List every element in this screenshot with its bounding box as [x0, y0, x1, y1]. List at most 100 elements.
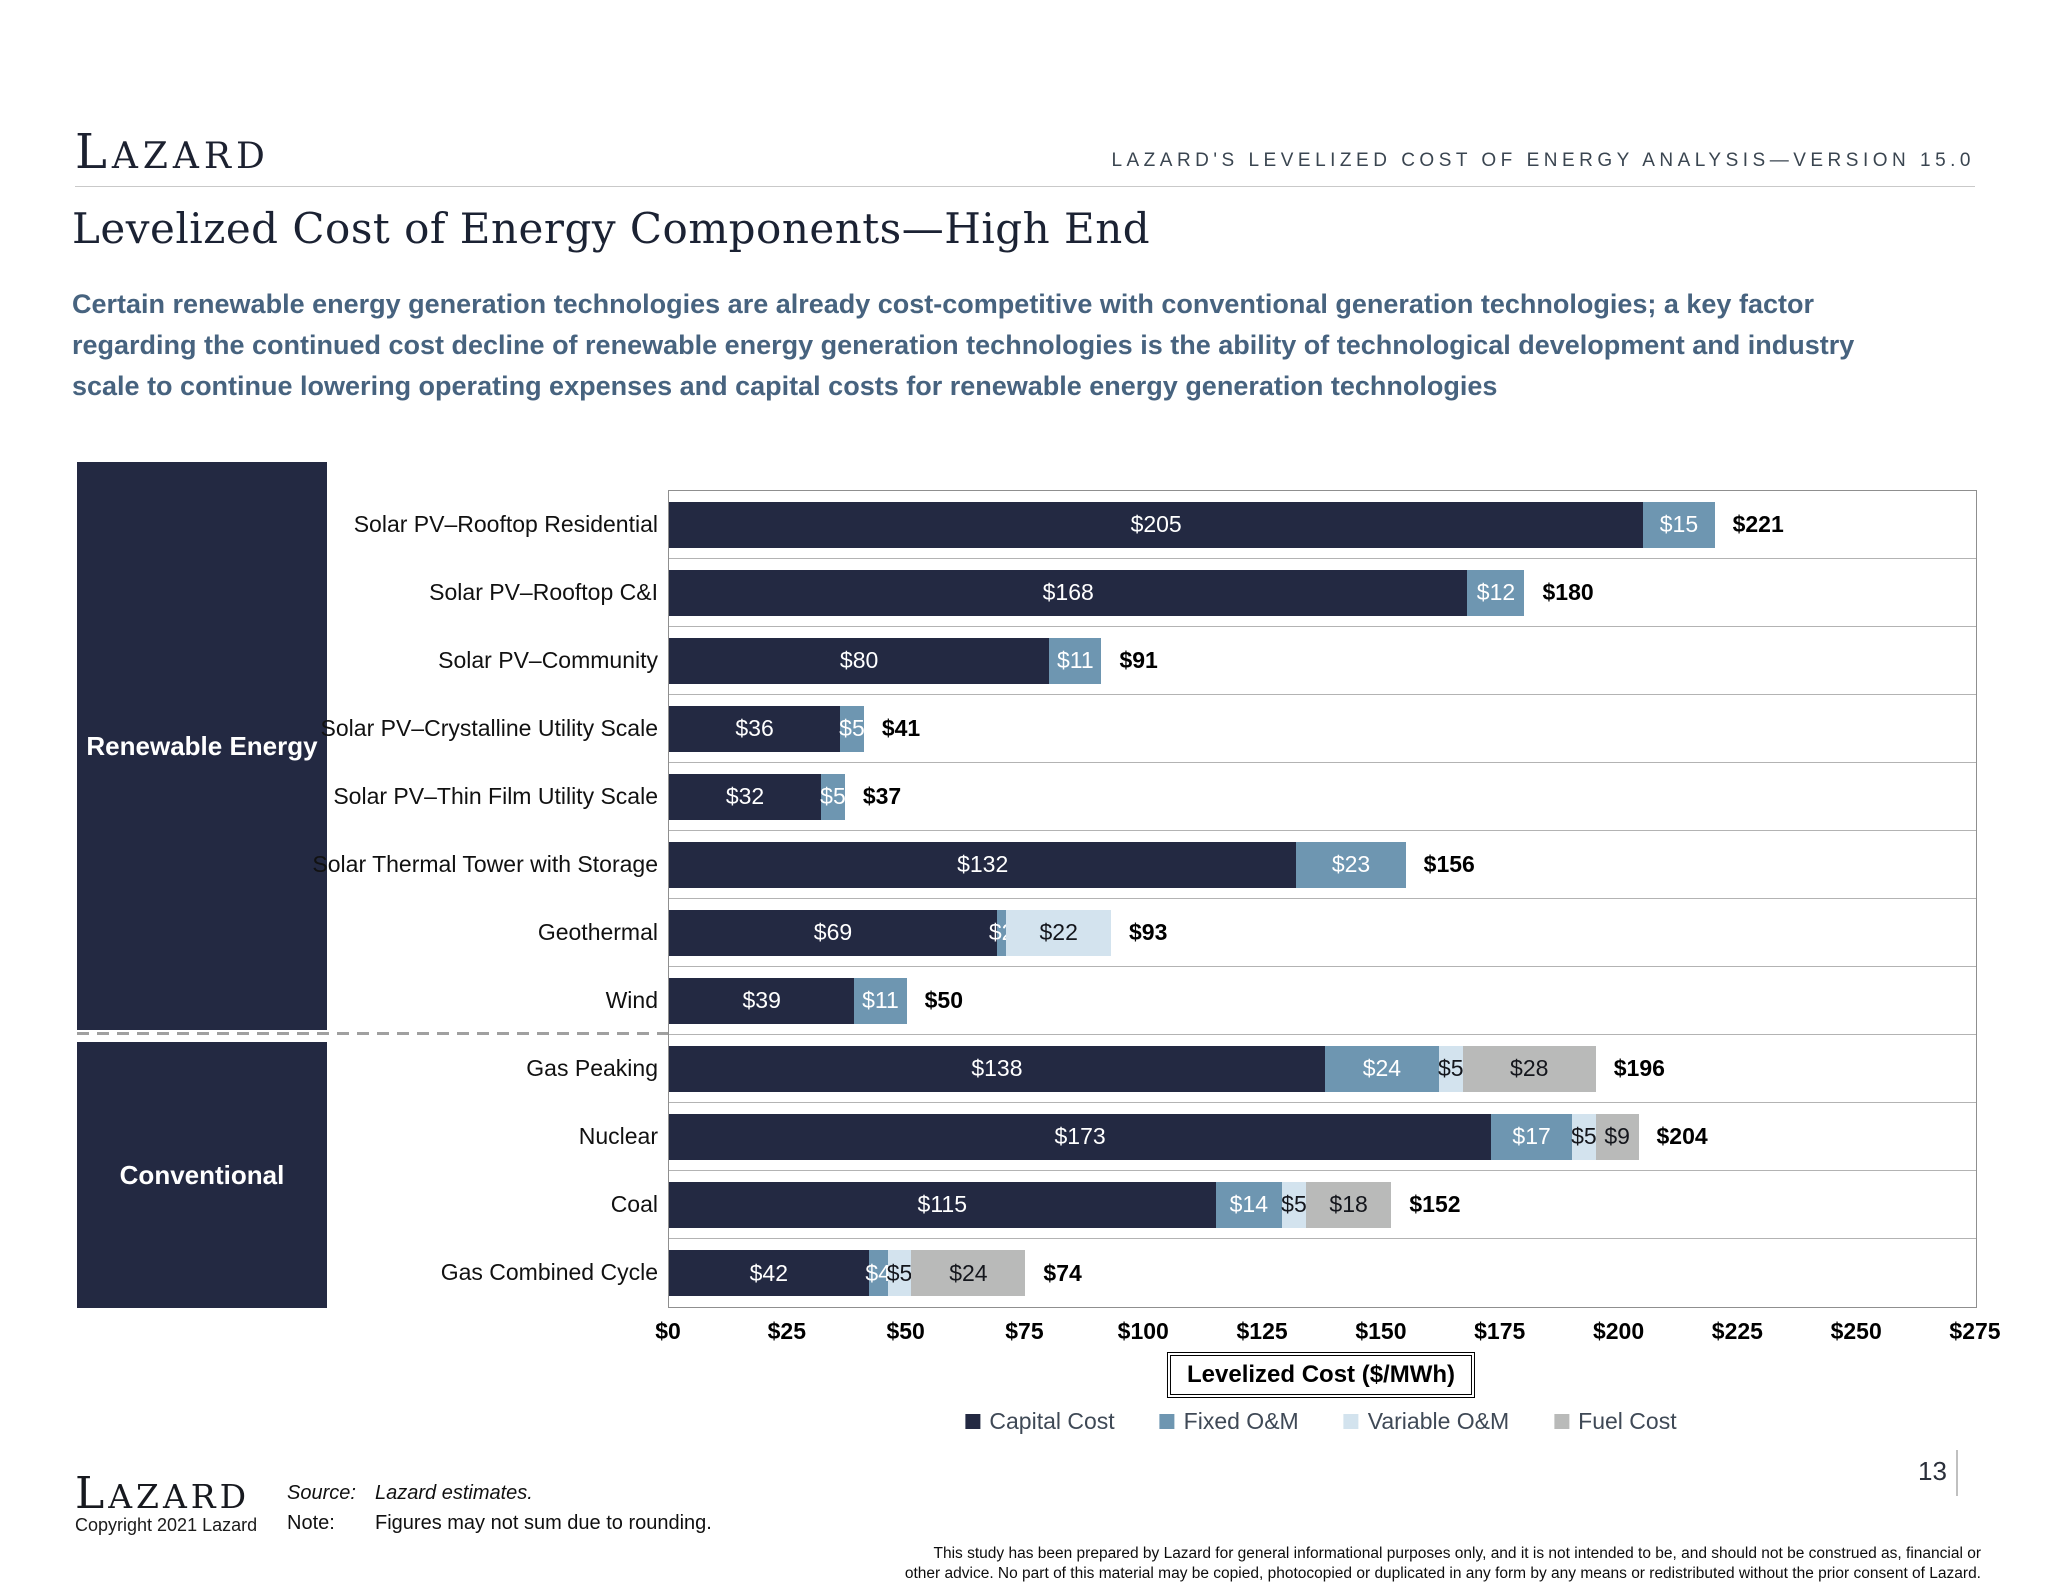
category-label: Solar PV–Rooftop Residential: [353, 510, 658, 537]
group-label-conventional: Conventional: [119, 1159, 285, 1190]
bar-total-label: $221: [1732, 511, 1784, 537]
bar-segment: $115: [669, 1181, 1216, 1228]
x-axis-tick-label: $125: [1236, 1318, 1288, 1344]
x-axis-title: Levelized Cost ($/MWh): [1166, 1352, 1476, 1398]
bar-segment: $42: [669, 1250, 869, 1296]
x-axis-tick-label: $225: [1711, 1318, 1763, 1344]
bar-segment: $36: [669, 705, 841, 752]
bar-row: $205 $15 $221: [669, 491, 1976, 559]
bar-segment: $5: [1281, 1181, 1307, 1228]
chart-legend: Capital Cost Fixed O&M Variable O&M Fuel Co…: [965, 1408, 1677, 1435]
bar-row: $69 $2 $22 $93: [669, 899, 1976, 967]
legend-label: Capital Cost: [989, 1408, 1115, 1434]
x-axis-ticks: $0 $25 $50 $75 $100 $125 $150 $175 $200 $225 $250 $…: [655, 1318, 2000, 1348]
bar-row: $132 $23 $156: [669, 831, 1976, 899]
bar-segment: $80: [669, 637, 1050, 684]
note-label: Note:: [287, 1512, 335, 1534]
bar-row: $80 $11 $91: [669, 627, 1976, 695]
bar-segment: $11: [1049, 637, 1102, 684]
bar-total-label: $152: [1409, 1191, 1461, 1217]
category-label: Wind: [605, 986, 658, 1013]
category-label: Solar PV–Thin Film Utility Scale: [333, 782, 658, 809]
page-title: Levelized Cost of Energy Components—High…: [72, 204, 1151, 253]
legend-item: Variable O&M: [1343, 1408, 1510, 1435]
legend-label: Fuel Cost: [1578, 1408, 1677, 1434]
disclaimer-text: This study has been prepared by Lazard f…: [851, 1544, 1981, 1582]
bar-segment: $23: [1296, 841, 1406, 888]
legend-swatch: [1554, 1414, 1570, 1429]
x-axis-tick-label: $0: [655, 1318, 681, 1344]
bar-segment: $69: [669, 909, 997, 956]
bar-segment: $15: [1643, 501, 1715, 548]
bar-segment: $138: [669, 1045, 1325, 1092]
bar-segment: $4: [865, 1250, 891, 1296]
legend-label: Fixed O&M: [1183, 1408, 1299, 1434]
bar-segment: $9: [1595, 1113, 1639, 1160]
category-labels: Solar PV–Rooftop Residential Solar PV–Roo…: [150, 490, 658, 1306]
category-label: Solar Thermal Tower with Storage: [312, 850, 658, 877]
bar-row: $168 $12 $180: [669, 559, 1976, 627]
bar-total-label: $37: [862, 783, 902, 809]
bar-segment: $173: [669, 1113, 1492, 1160]
x-axis-tick-label: $75: [1005, 1318, 1044, 1344]
legend-label: Variable O&M: [1367, 1408, 1510, 1434]
legend-swatch: [965, 1414, 981, 1429]
bar-segment: $39: [669, 977, 855, 1024]
category-label: Solar PV–Crystalline Utility Scale: [320, 714, 658, 741]
x-axis-tick-label: $175: [1474, 1318, 1526, 1344]
category-label: Geothermal: [537, 918, 658, 945]
plot-area: $205 $15 $221 $168 $12 $180 $80 $11 $91 $36 $5 $41 $…: [668, 490, 1977, 1308]
bar-segment: $5: [820, 773, 846, 820]
bar-total-label: $196: [1613, 1055, 1665, 1081]
bar-row: $36 $5 $41: [669, 695, 1976, 763]
page-number: 13: [1918, 1456, 1947, 1486]
x-axis-tick-label: $275: [1949, 1318, 2001, 1344]
bar-row: $42 $4 $5 $24 $74: [669, 1239, 1976, 1307]
bar-segment: $17: [1491, 1113, 1572, 1160]
bar-segment: $24: [911, 1250, 1026, 1296]
bar-segment: $2: [989, 909, 1014, 956]
group-box-renewable: Renewable Energy: [77, 462, 327, 1030]
bar-total-label: $180: [1542, 579, 1594, 605]
bar-row: $173 $17 $5 $9 $204: [669, 1103, 1976, 1171]
x-axis-tick-label: $100: [1117, 1318, 1169, 1344]
bar-total-label: $41: [881, 715, 921, 741]
legend-swatch: [1159, 1414, 1175, 1429]
legend-swatch: [1343, 1414, 1359, 1429]
category-label: Solar PV–Rooftop C&I: [429, 578, 658, 605]
x-axis-tick-label: $250: [1830, 1318, 1882, 1344]
subtitle-line-3: scale to continue lowering operating exp…: [72, 371, 1498, 401]
x-axis-tick-label: $200: [1592, 1318, 1645, 1344]
bar-segment: $132: [669, 841, 1297, 888]
group-box-conventional: Conventional: [77, 1042, 327, 1308]
category-label: Gas Peaking: [526, 1054, 658, 1081]
note-row: Note: Figures may not sum due to roundin…: [287, 1508, 712, 1538]
bar-total-label: $74: [1043, 1259, 1082, 1286]
bar-segment: $5: [1438, 1045, 1464, 1092]
legend-item: Fuel Cost: [1554, 1408, 1677, 1435]
bar-segment: $11: [854, 977, 907, 1024]
source-label: Source:: [287, 1482, 356, 1504]
bar-segment: $5: [839, 705, 865, 752]
subtitle-line-1: Certain renewable energy generation tech…: [72, 289, 1814, 319]
copyright-text: Copyright 2021 Lazard: [75, 1515, 258, 1535]
bar-row: $138 $24 $5 $28 $196: [669, 1035, 1976, 1103]
source-text: Lazard estimates.: [375, 1482, 533, 1504]
bar-total-label: $50: [924, 987, 963, 1013]
legend-item: Capital Cost: [965, 1408, 1115, 1435]
x-axis-tick-label: $25: [767, 1318, 806, 1344]
category-label: Solar PV–Community: [438, 646, 658, 673]
footer-lazard-logo: LAZARD: [75, 1468, 251, 1519]
disclaimer-line-1: This study has been prepared by Lazard f…: [933, 1545, 1981, 1562]
bar-row: $115 $14 $5 $18 $152: [669, 1171, 1976, 1239]
bar-segment: $168: [669, 569, 1468, 616]
group-label-renewable: Renewable Energy: [86, 730, 318, 761]
bar-total-label: $156: [1423, 851, 1475, 877]
bar-segment: $5: [1571, 1113, 1597, 1160]
legend-item: Fixed O&M: [1159, 1408, 1299, 1435]
subtitle-line-2: regarding the continued cost decline of …: [72, 330, 1855, 360]
page-subtitle: Certain renewable energy generation tech…: [72, 284, 1854, 407]
bar-segment: $14: [1215, 1181, 1283, 1228]
note-text: Figures may not sum due to rounding.: [375, 1512, 712, 1534]
